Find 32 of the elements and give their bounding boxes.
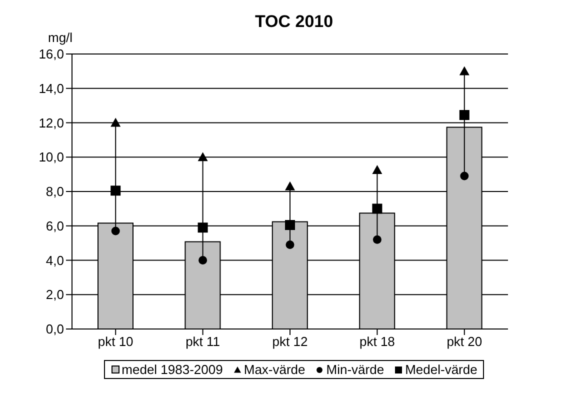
point xyxy=(110,118,121,127)
point xyxy=(198,222,208,233)
y-tick-label: 12,0 xyxy=(38,115,64,130)
y-tick-label: 8,0 xyxy=(46,184,64,200)
x-tick-label: pkt 11 xyxy=(186,334,220,350)
y-tick-label: 10,0 xyxy=(38,150,64,165)
y-tick-label: 4,0 xyxy=(46,252,64,268)
point xyxy=(372,165,382,174)
y-tick-label: 6,0 xyxy=(46,218,64,234)
point xyxy=(372,204,382,214)
point xyxy=(285,181,295,190)
legend-label: Min-värde xyxy=(325,362,384,377)
y-tick-label: 0,0 xyxy=(46,322,64,337)
point xyxy=(111,226,120,236)
point xyxy=(285,220,295,230)
x-tick-label: pkt 20 xyxy=(446,334,482,350)
legend-label: medel 1983-2009 xyxy=(120,362,223,377)
chart-title: TOC 2010 xyxy=(254,12,334,31)
point xyxy=(110,186,121,196)
legend-label: Max-värde xyxy=(242,362,306,377)
y-axis-title: mg/l xyxy=(48,30,73,45)
x-tick-label: pkt 10 xyxy=(98,334,134,350)
x-tick-label: pkt 18 xyxy=(359,334,395,350)
y-tick-label: 14,0 xyxy=(38,80,64,96)
x-tick-label: pkt 12 xyxy=(272,334,308,350)
y-tick-label: 16,0 xyxy=(38,46,64,62)
legend-label: Medel-värde xyxy=(404,362,478,377)
point xyxy=(459,110,470,120)
point xyxy=(460,172,469,180)
y-tick-label: 2,0 xyxy=(46,287,64,302)
point xyxy=(372,235,382,244)
point xyxy=(198,256,208,264)
